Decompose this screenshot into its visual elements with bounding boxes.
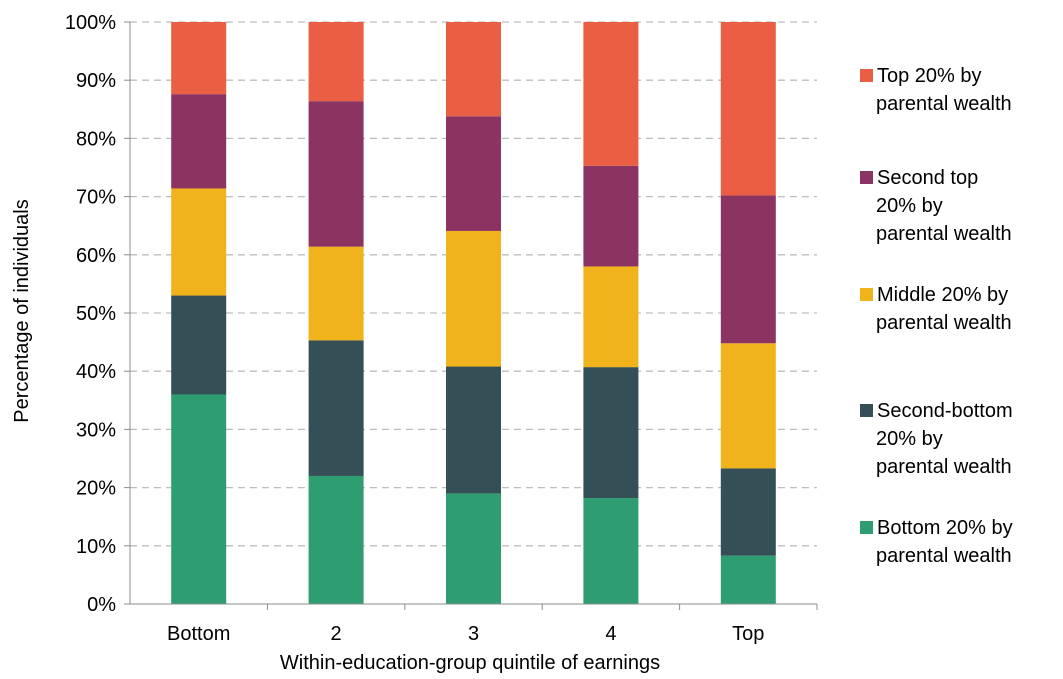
bar-segment bbox=[720, 555, 776, 604]
y-tick-label: 60% bbox=[76, 245, 116, 267]
gridlines bbox=[130, 21, 817, 547]
legend-label: parental wealth bbox=[876, 545, 1012, 567]
legend: Top 20% by parental wealth Second top 20% b… bbox=[860, 65, 1013, 567]
bar-segment bbox=[446, 22, 501, 117]
legend-label: parental wealth bbox=[876, 312, 1012, 334]
x-tick-label: Bottom bbox=[167, 623, 230, 645]
bar-segment bbox=[171, 94, 227, 189]
axes: 0% 10% 20% 30% 40% 50% 60% 70% 80% 90% 100% Bottom 2… bbox=[65, 12, 818, 645]
legend-label: Middle 20% by bbox=[877, 284, 1008, 306]
bar-segment bbox=[720, 195, 776, 344]
x-axis-title: Within-education-group quintile of earni… bbox=[280, 652, 660, 674]
legend-swatch bbox=[860, 404, 873, 417]
legend-label: Top 20% by bbox=[877, 65, 982, 87]
bar-segment bbox=[583, 165, 639, 267]
bar-segment bbox=[308, 475, 364, 604]
y-tick-label: 20% bbox=[76, 478, 116, 500]
bar-segment bbox=[720, 343, 776, 469]
y-tick-label: 10% bbox=[76, 536, 116, 558]
bar-segment bbox=[446, 230, 501, 367]
bar-segment bbox=[583, 498, 639, 604]
bar-segment bbox=[446, 493, 501, 604]
bar-segment bbox=[446, 366, 501, 494]
y-tick-label: 90% bbox=[76, 70, 116, 92]
legend-label: Bottom 20% by bbox=[877, 517, 1013, 539]
legend-swatch bbox=[860, 69, 873, 82]
legend-label: 20% by bbox=[876, 195, 943, 217]
bar-segment bbox=[583, 266, 639, 368]
legend-label: Second-bottom bbox=[877, 400, 1013, 422]
x-tick-label: 2 bbox=[331, 623, 342, 645]
legend-swatch bbox=[860, 521, 873, 534]
legend-label: 20% by bbox=[876, 428, 943, 450]
legend-label: parental wealth bbox=[876, 93, 1012, 115]
bar-segment bbox=[171, 394, 227, 604]
y-axis-title: Percentage of individuals bbox=[11, 199, 33, 422]
y-tick-label: 40% bbox=[76, 361, 116, 383]
y-tick-label: 80% bbox=[76, 128, 116, 150]
y-tick-label: 30% bbox=[76, 419, 116, 441]
legend-swatch bbox=[860, 171, 873, 184]
legend-label: Second top bbox=[877, 167, 978, 189]
legend-swatch bbox=[860, 288, 873, 301]
x-tick-label: 3 bbox=[468, 623, 479, 645]
y-tick-label: 70% bbox=[76, 187, 116, 209]
bar-segment bbox=[171, 22, 227, 95]
y-tick-label: 0% bbox=[87, 594, 116, 616]
y-tick-label: 100% bbox=[65, 12, 116, 34]
bars bbox=[171, 22, 776, 604]
bar-segment bbox=[171, 188, 227, 296]
bar-segment bbox=[308, 101, 364, 247]
legend-label: parental wealth bbox=[876, 223, 1012, 245]
bar-segment bbox=[171, 295, 227, 395]
bar-segment bbox=[308, 22, 364, 102]
legend-label: parental wealth bbox=[876, 456, 1012, 478]
bar-segment bbox=[308, 246, 364, 341]
bar-segment bbox=[583, 22, 639, 166]
x-tick-label: 4 bbox=[605, 623, 616, 645]
bar-segment bbox=[720, 22, 776, 196]
bar-segment bbox=[720, 468, 776, 556]
y-tick-label: 50% bbox=[76, 303, 116, 325]
x-tick-label: Top bbox=[732, 623, 764, 645]
bar-segment bbox=[308, 340, 364, 476]
bar-segment bbox=[446, 116, 501, 231]
bar-segment bbox=[583, 367, 639, 499]
